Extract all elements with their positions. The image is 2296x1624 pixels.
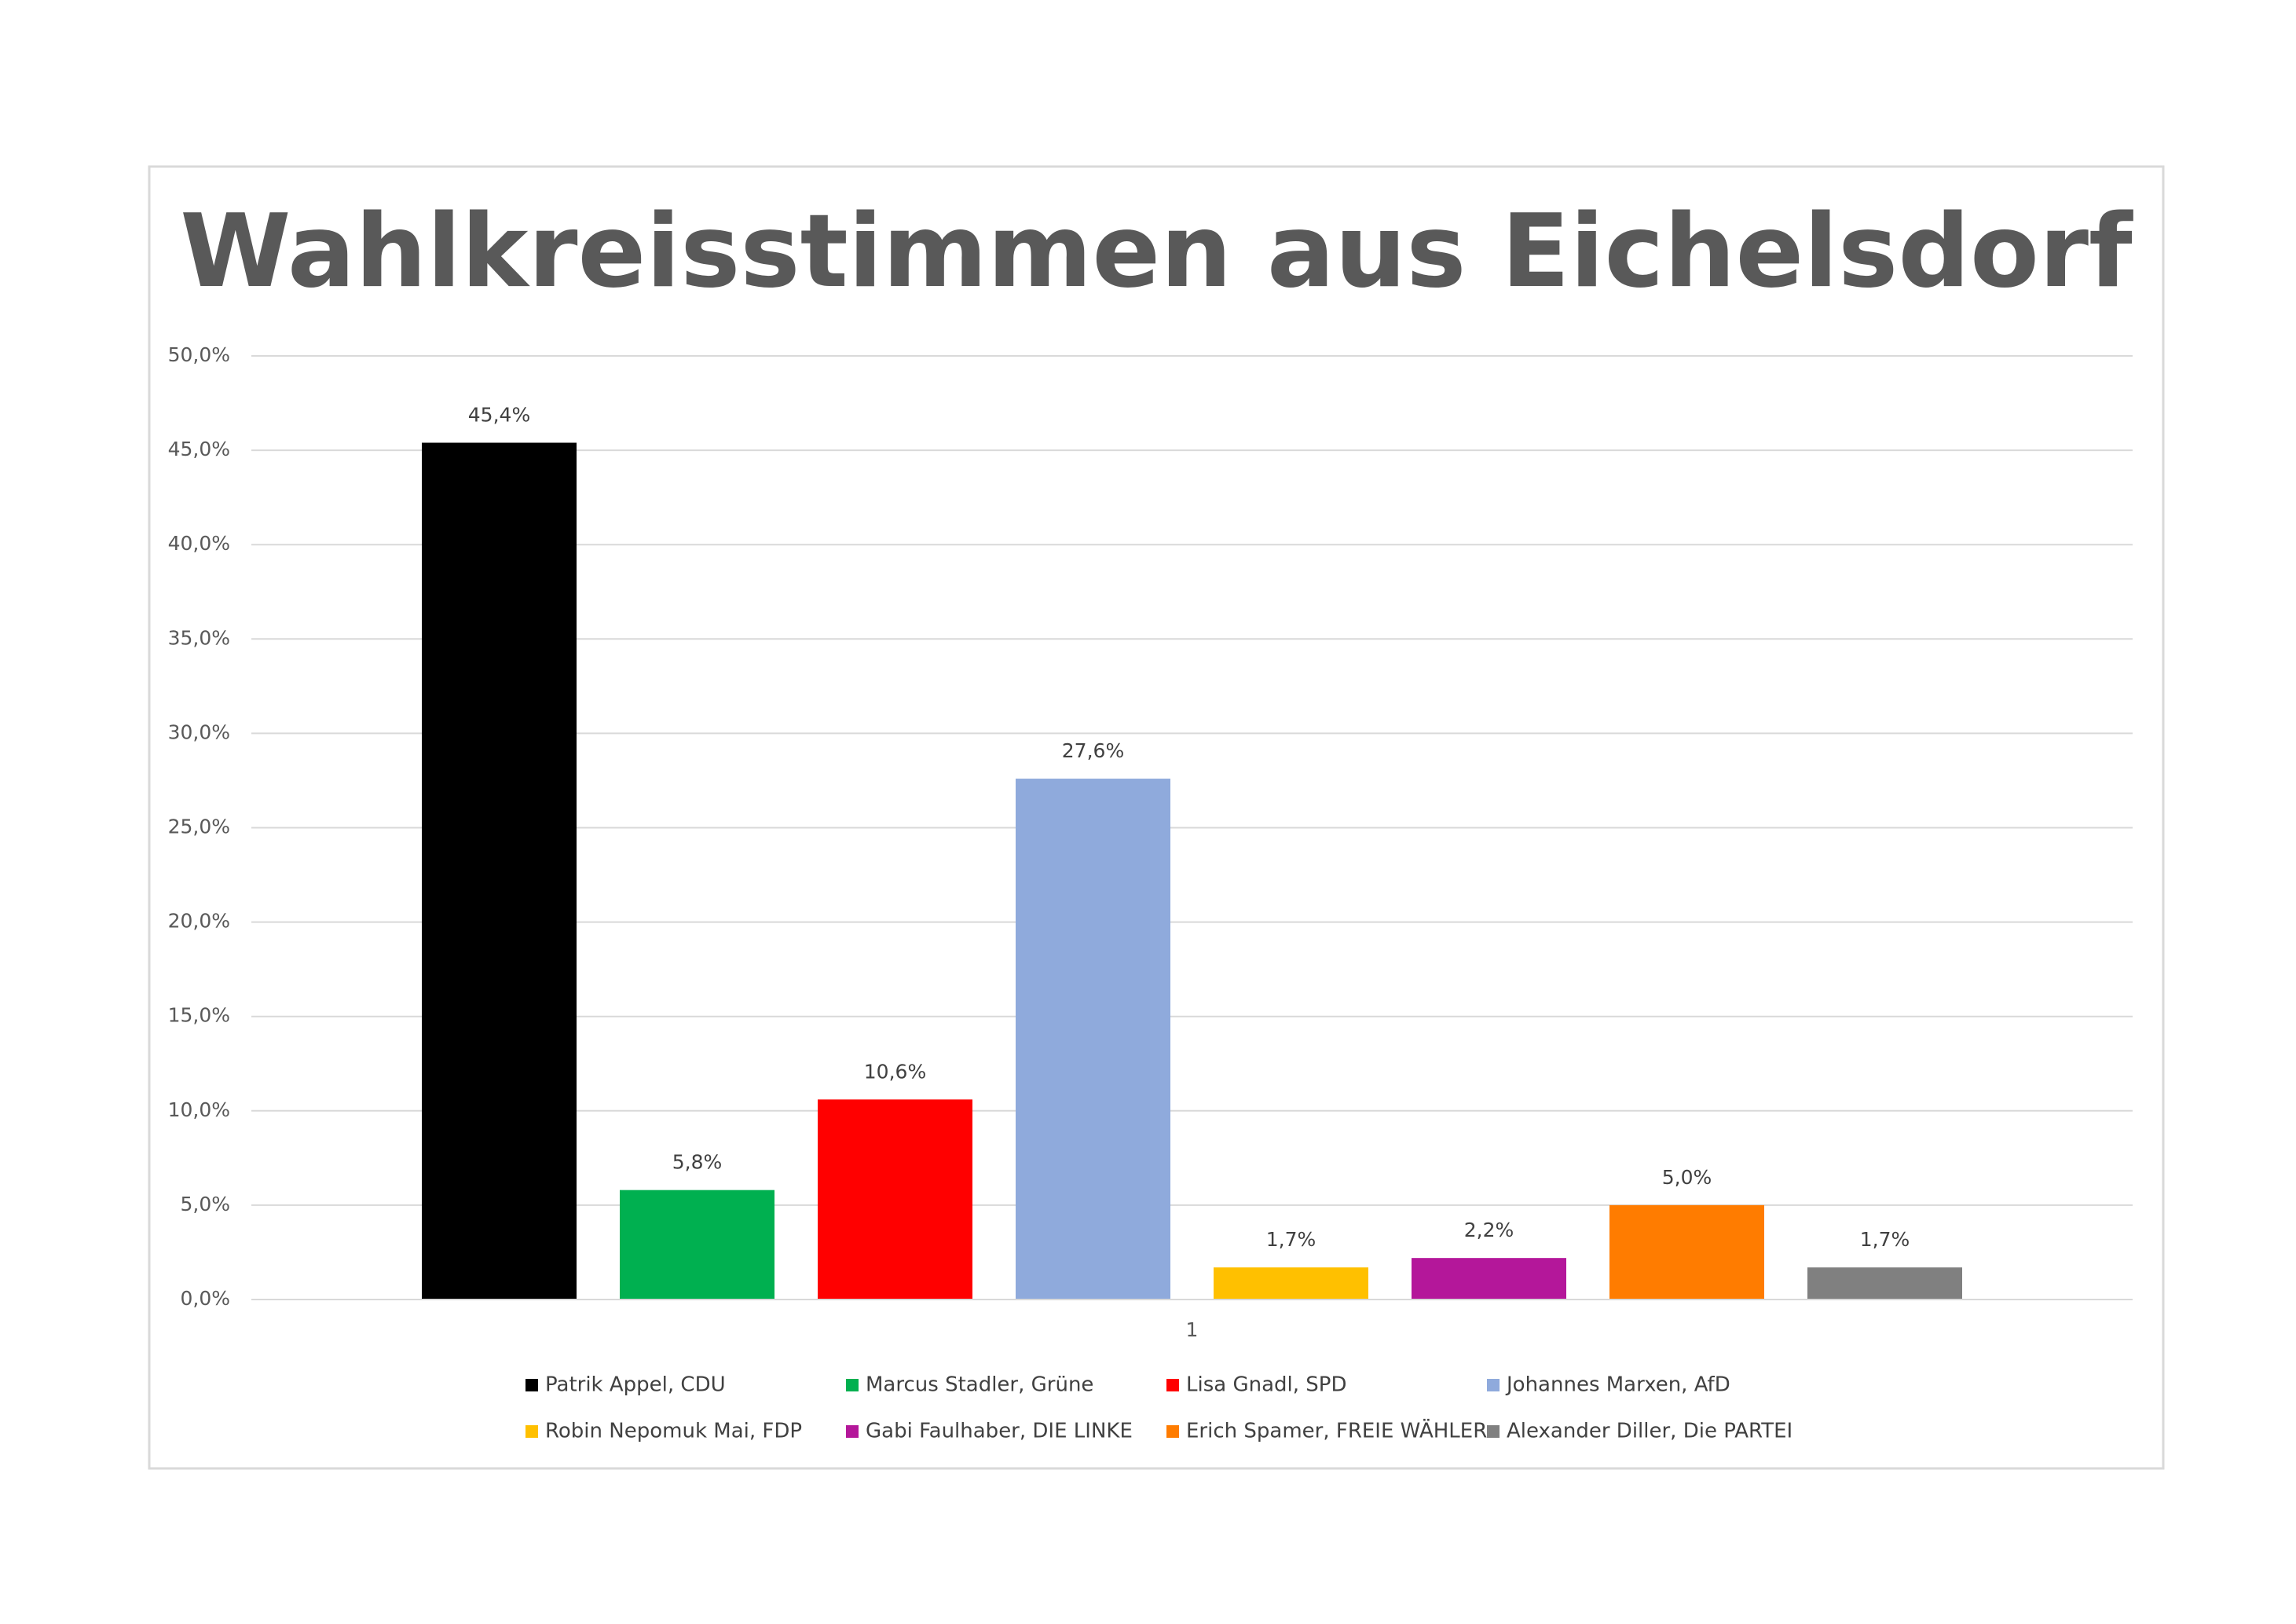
y-tick-label: 0,0% [180,1287,230,1310]
legend-swatch [1487,1425,1500,1438]
legend-swatch [525,1379,538,1391]
legend-label: Patrik Appel, CDU [545,1373,726,1397]
y-tick-label: 5,0% [180,1193,230,1215]
value-label: 5,8% [672,1151,723,1174]
legend-label: Lisa Gnadl, SPD [1186,1373,1346,1397]
y-tick-label: 15,0% [168,1004,230,1027]
bar [422,442,577,1300]
legend-swatch [846,1425,859,1438]
value-label: 1,7% [1860,1228,1910,1251]
legend-label: Erich Spamer, FREIE WÄHLER [1186,1418,1487,1443]
y-tick-label: 25,0% [168,816,230,838]
y-tick-label: 20,0% [168,910,230,933]
value-label: 1,7% [1266,1228,1316,1251]
y-tick-label: 10,0% [168,1098,230,1121]
legend-swatch [1487,1379,1500,1391]
legend-label: Gabi Faulhaber, DIE LINKE [866,1420,1133,1443]
legend-label: Robin Nepomuk Mai, FDP [545,1420,802,1443]
bar [1609,1204,1764,1300]
legend-swatch [525,1425,538,1438]
y-tick-label: 35,0% [168,626,230,649]
y-tick-label: 50,0% [168,343,230,366]
y-tick-label: 30,0% [168,720,230,743]
legend-swatch [846,1379,859,1391]
y-tick-label: 45,0% [168,438,230,460]
bar [620,1190,774,1300]
legend-label: Johannes Marxen, AfD [1505,1373,1730,1397]
legend-label: Alexander Diller, Die PARTEI [1507,1420,1792,1443]
value-label: 5,0% [1662,1166,1712,1189]
value-label: 27,6% [1062,739,1124,762]
value-label: 10,6% [864,1060,926,1083]
bar [1807,1267,1962,1300]
bar [818,1099,972,1300]
bar [1214,1267,1368,1300]
y-tick-label: 40,0% [168,532,230,555]
chart-title: Wahlkreisstimmen aus Eichelsdorf [180,193,2133,310]
bar [1016,779,1170,1300]
value-label: 2,2% [1464,1219,1514,1241]
legend-swatch [1166,1379,1179,1391]
value-label: 45,4% [468,403,530,426]
legend-label: Marcus Stadler, Grüne [866,1373,1093,1397]
x-tick-label: 1 [1186,1318,1199,1341]
bar [1412,1258,1566,1300]
legend-swatch [1166,1425,1179,1438]
